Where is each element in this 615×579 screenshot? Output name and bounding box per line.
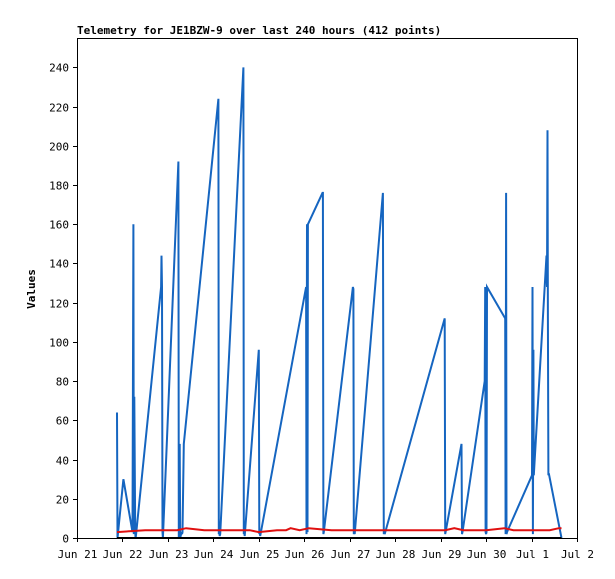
y-axis: 0 20 40 60 80 100 120 140 160 180 200 220 240 bbox=[49, 62, 77, 546]
x-tick-label: Jun 28 bbox=[376, 548, 416, 561]
y-tick-label: 120 bbox=[49, 298, 69, 311]
y-tick-label: 160 bbox=[49, 219, 69, 232]
y-tick-label: 40 bbox=[56, 455, 69, 468]
y-tick-label: 60 bbox=[56, 415, 69, 428]
y-tick-label: 140 bbox=[49, 258, 69, 271]
x-tick-label: Jun 27 bbox=[331, 548, 371, 561]
y-tick-label: 20 bbox=[56, 494, 69, 507]
series-line-1 bbox=[116, 67, 563, 539]
y-axis-label: Values bbox=[25, 269, 38, 309]
x-tick-label: Jun 26 bbox=[285, 548, 325, 561]
x-tick-label: Jun 22 bbox=[103, 548, 143, 561]
x-tick-label: Jun 24 bbox=[194, 548, 234, 561]
y-tick-label: 80 bbox=[56, 376, 69, 389]
x-tick-label: Jun 29 bbox=[422, 548, 462, 561]
x-tick-label: Jun 30 bbox=[467, 548, 507, 561]
x-tick-label: Jun 21 bbox=[58, 548, 98, 561]
series-group bbox=[116, 67, 563, 539]
x-axis: Jun 21 Jun 22 Jun 23 Jun 24 Jun 25 Jun 26 Jun … bbox=[58, 538, 594, 561]
y-tick-label: 200 bbox=[49, 141, 69, 154]
x-tick-label: Jun 25 bbox=[240, 548, 280, 561]
x-tick-label: Jul 2 bbox=[561, 548, 594, 561]
y-tick-label: 180 bbox=[49, 180, 69, 193]
y-tick-label: 0 bbox=[62, 533, 69, 546]
y-tick-label: 240 bbox=[49, 62, 69, 75]
y-tick-label: 100 bbox=[49, 337, 69, 350]
chart-title: Telemetry for JE1BZW-9 over last 240 hou… bbox=[77, 24, 441, 37]
x-tick-label: Jul 1 bbox=[516, 548, 549, 561]
y-tick-label: 220 bbox=[49, 102, 69, 115]
series-line-2 bbox=[116, 527, 562, 534]
plot-area bbox=[77, 38, 578, 539]
x-tick-label: Jun 23 bbox=[149, 548, 189, 561]
